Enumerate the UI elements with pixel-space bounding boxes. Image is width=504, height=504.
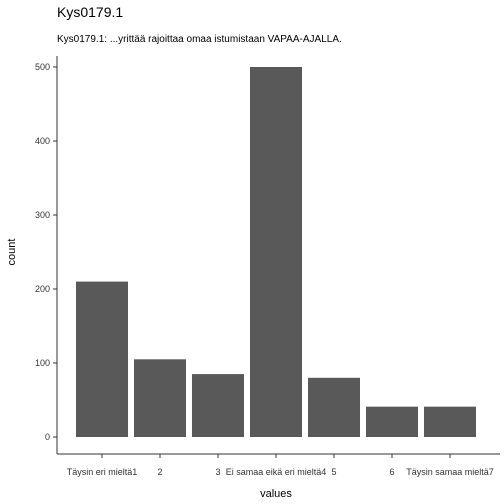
- x-tick-label-7: Täysin samaa mieltä7: [406, 467, 494, 477]
- y-tick-label-100: 100: [35, 358, 50, 368]
- x-tick-label-2: 2: [157, 467, 162, 477]
- bar-1: [76, 281, 128, 437]
- x-tick-label-4: Ei samaa eikä eri mieltä4: [226, 467, 327, 477]
- bar-2: [134, 359, 186, 437]
- bar-7: [424, 406, 476, 437]
- x-tick-label-1: Täysin eri mieltä1: [67, 467, 138, 477]
- x-tick-label-6: 6: [389, 467, 394, 477]
- x-axis-title: values: [260, 488, 292, 500]
- bars: [76, 67, 476, 437]
- bar-6: [366, 406, 418, 437]
- x-ticks: Täysin eri mieltä1 2 3 Ei samaa eikä eri mi…: [67, 454, 494, 477]
- y-tick-label-500: 500: [35, 62, 50, 72]
- bar-4: [250, 67, 302, 437]
- bar-5: [308, 377, 360, 437]
- y-tick-label-200: 200: [35, 284, 50, 294]
- y-ticks: 0 100 200 300 400 500: [35, 62, 57, 442]
- y-tick-label-300: 300: [35, 210, 50, 220]
- chart-title: Kys0179.1: [57, 4, 123, 20]
- chart-subtitle: Kys0179.1: ...yrittää rajoittaa omaa ist…: [57, 34, 342, 45]
- y-axis-title: count: [6, 239, 18, 266]
- bar-3: [192, 374, 244, 437]
- y-tick-label-0: 0: [45, 432, 50, 442]
- y-tick-label-400: 400: [35, 136, 50, 146]
- x-tick-label-5: 5: [331, 467, 336, 477]
- x-tick-label-3: 3: [215, 467, 220, 477]
